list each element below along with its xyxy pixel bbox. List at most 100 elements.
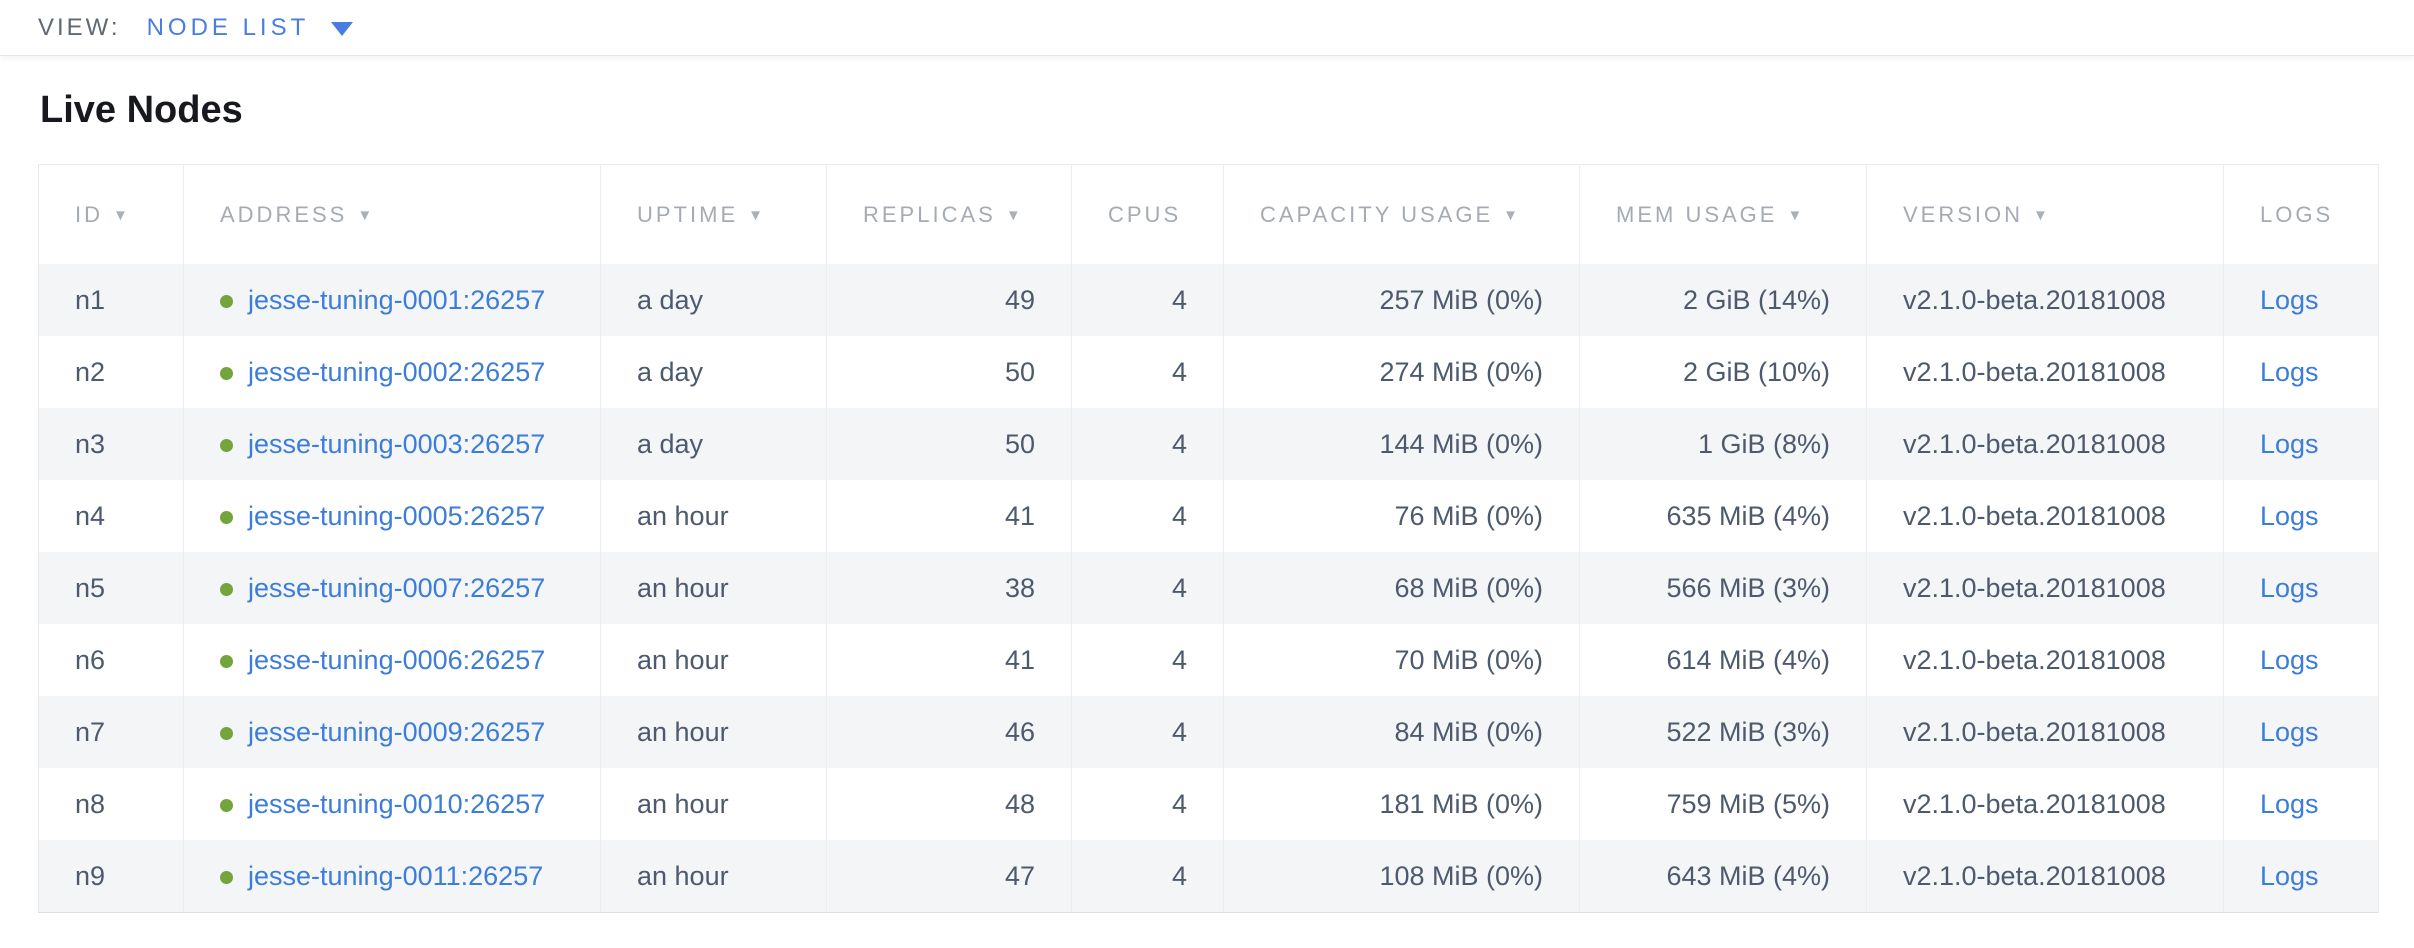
view-dropdown-selected: NODE LIST [146, 13, 310, 41]
column-header-version[interactable]: VERSION ▼ [1867, 165, 2224, 264]
address-cell: jesse-tuning-0009:26257 [184, 696, 601, 768]
node-address-link[interactable]: jesse-tuning-0009:26257 [248, 716, 546, 747]
cpus-cell: 4 [1072, 336, 1224, 408]
replicas-cell: 47 [827, 840, 1072, 912]
uptime-cell: a day [601, 336, 827, 408]
logs-link[interactable]: Logs [2260, 356, 2319, 387]
sort-caret-icon: ▼ [1787, 206, 1806, 224]
table-row: n5 jesse-tuning-0007:26257 an hour 38 4 68 Mi… [39, 552, 2378, 624]
table-body: n1 jesse-tuning-0001:26257 a day 49 4 257 MiB… [39, 264, 2378, 912]
logs-link[interactable]: Logs [2260, 716, 2319, 747]
logs-link[interactable]: Logs [2260, 284, 2319, 315]
node-address-link[interactable]: jesse-tuning-0003:26257 [248, 428, 546, 459]
address-cell: jesse-tuning-0002:26257 [184, 336, 601, 408]
logs-link[interactable]: Logs [2260, 428, 2319, 459]
column-header-uptime[interactable]: UPTIME ▼ [601, 165, 827, 264]
node-health-dot-icon [220, 366, 233, 380]
node-health-dot-icon [220, 726, 233, 740]
mem-cell: 2 GiB (14%) [1580, 264, 1867, 336]
column-header-mem[interactable]: MEM USAGE ▼ [1580, 165, 1867, 264]
node-health-dot-icon [220, 294, 233, 308]
table-header-row: ID ▼ ADDRESS ▼ UPTIME ▼ REPLICAS ▼ CPUS CAPACITY … [39, 165, 2378, 264]
cpus-cell: 4 [1072, 552, 1224, 624]
capacity-cell: 76 MiB (0%) [1224, 480, 1580, 552]
address-cell: jesse-tuning-0006:26257 [184, 624, 601, 696]
table-row: n4 jesse-tuning-0005:26257 an hour 41 4 76 Mi… [39, 480, 2378, 552]
sort-caret-icon: ▼ [357, 206, 376, 224]
logs-cell: Logs [2224, 768, 2378, 840]
view-label: VIEW: [38, 13, 121, 41]
address-cell: jesse-tuning-0003:26257 [184, 408, 601, 480]
logs-cell: Logs [2224, 696, 2378, 768]
address-cell: jesse-tuning-0010:26257 [184, 768, 601, 840]
logs-link[interactable]: Logs [2260, 788, 2319, 819]
logs-cell: Logs [2224, 840, 2378, 912]
column-header-id[interactable]: ID ▼ [39, 165, 184, 264]
column-header-label: CAPACITY USAGE [1260, 201, 1494, 227]
replicas-cell: 46 [827, 696, 1072, 768]
node-address-link[interactable]: jesse-tuning-0005:26257 [248, 500, 546, 531]
replicas-cell: 50 [827, 408, 1072, 480]
node-address-link[interactable]: jesse-tuning-0006:26257 [248, 644, 546, 675]
uptime-cell: an hour [601, 552, 827, 624]
table-row: n3 jesse-tuning-0003:26257 a day 50 4 144 MiB… [39, 408, 2378, 480]
node-address-link[interactable]: jesse-tuning-0010:26257 [248, 788, 546, 819]
replicas-cell: 41 [827, 480, 1072, 552]
uptime-cell: a day [601, 408, 827, 480]
live-nodes-table: ID ▼ ADDRESS ▼ UPTIME ▼ REPLICAS ▼ CPUS CAPACITY … [38, 164, 2379, 913]
capacity-cell: 181 MiB (0%) [1224, 768, 1580, 840]
version-cell: v2.1.0-beta.20181008 [1867, 264, 2224, 336]
view-dropdown[interactable]: NODE LIST [147, 14, 354, 42]
address-cell: jesse-tuning-0011:26257 [184, 840, 601, 912]
address-cell: jesse-tuning-0007:26257 [184, 552, 601, 624]
version-cell: v2.1.0-beta.20181008 [1867, 552, 2224, 624]
column-header-label: ID [75, 201, 103, 227]
logs-link[interactable]: Logs [2260, 572, 2319, 603]
version-cell: v2.1.0-beta.20181008 [1867, 840, 2224, 912]
cpus-cell: 4 [1072, 768, 1224, 840]
address-cell: jesse-tuning-0005:26257 [184, 480, 601, 552]
logs-link[interactable]: Logs [2260, 860, 2319, 891]
capacity-cell: 68 MiB (0%) [1224, 552, 1580, 624]
node-health-dot-icon [220, 870, 233, 884]
replicas-cell: 38 [827, 552, 1072, 624]
version-cell: v2.1.0-beta.20181008 [1867, 624, 2224, 696]
mem-cell: 566 MiB (3%) [1580, 552, 1867, 624]
mem-cell: 635 MiB (4%) [1580, 480, 1867, 552]
column-header-replicas[interactable]: REPLICAS ▼ [827, 165, 1072, 264]
node-health-dot-icon [220, 654, 233, 668]
uptime-cell: an hour [601, 624, 827, 696]
node-health-dot-icon [220, 582, 233, 596]
address-cell: jesse-tuning-0001:26257 [184, 264, 601, 336]
column-header-address[interactable]: ADDRESS ▼ [184, 165, 601, 264]
page-title: Live Nodes [40, 89, 243, 131]
mem-cell: 614 MiB (4%) [1580, 624, 1867, 696]
id-cell: n7 [39, 696, 184, 768]
logs-cell: Logs [2224, 552, 2378, 624]
id-cell: n3 [39, 408, 184, 480]
column-header-logs: LOGS [2224, 165, 2378, 264]
mem-cell: 1 GiB (8%) [1580, 408, 1867, 480]
sort-caret-icon: ▼ [113, 206, 131, 224]
node-address-link[interactable]: jesse-tuning-0007:26257 [248, 572, 546, 603]
replicas-cell: 50 [827, 336, 1072, 408]
node-address-link[interactable]: jesse-tuning-0001:26257 [248, 284, 546, 315]
caret-down-icon [331, 21, 354, 36]
node-address-link[interactable]: jesse-tuning-0011:26257 [248, 860, 544, 891]
node-address-link[interactable]: jesse-tuning-0002:26257 [248, 356, 546, 387]
version-cell: v2.1.0-beta.20181008 [1867, 768, 2224, 840]
table-row: n6 jesse-tuning-0006:26257 an hour 41 4 70 Mi… [39, 624, 2378, 696]
capacity-cell: 108 MiB (0%) [1224, 840, 1580, 912]
logs-cell: Logs [2224, 336, 2378, 408]
replicas-cell: 49 [827, 264, 1072, 336]
uptime-cell: an hour [601, 480, 827, 552]
column-header-label: LOGS [2260, 201, 2334, 227]
logs-link[interactable]: Logs [2260, 644, 2319, 675]
sort-caret-icon: ▼ [748, 206, 766, 224]
column-header-capacity[interactable]: CAPACITY USAGE ▼ [1224, 165, 1580, 264]
logs-cell: Logs [2224, 624, 2378, 696]
cpus-cell: 4 [1072, 624, 1224, 696]
capacity-cell: 84 MiB (0%) [1224, 696, 1580, 768]
cpus-cell: 4 [1072, 264, 1224, 336]
logs-link[interactable]: Logs [2260, 500, 2319, 531]
